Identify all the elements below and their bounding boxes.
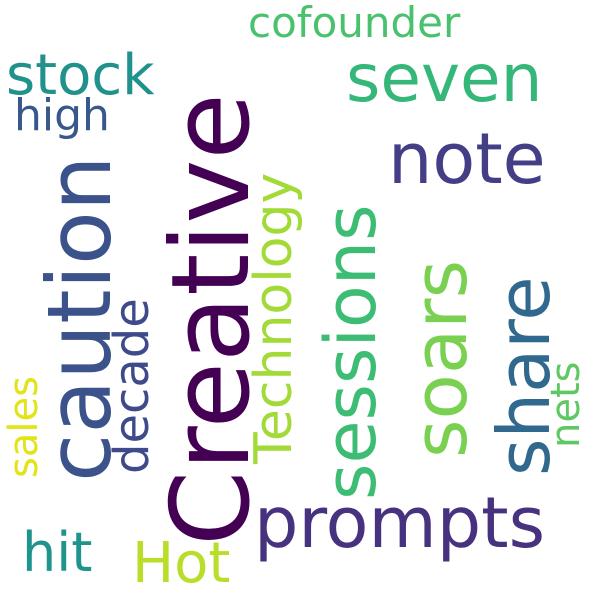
word-technology: Technology xyxy=(244,172,304,464)
word-sessions: sessions xyxy=(310,204,392,500)
word-decade: decade xyxy=(104,298,160,474)
word-hit: hit xyxy=(22,521,93,584)
word-cofounder: cofounder xyxy=(248,0,461,47)
word-sales: sales xyxy=(1,376,47,478)
word-prompts: prompts xyxy=(254,482,546,564)
word-note: note xyxy=(388,118,546,200)
word-seven: seven xyxy=(346,40,543,117)
word-nets: nets xyxy=(543,361,589,448)
word-soars: soars xyxy=(398,259,484,458)
word-hot: Hot xyxy=(132,531,231,596)
word-high: high xyxy=(14,90,110,141)
word-stock: stock xyxy=(6,43,155,108)
